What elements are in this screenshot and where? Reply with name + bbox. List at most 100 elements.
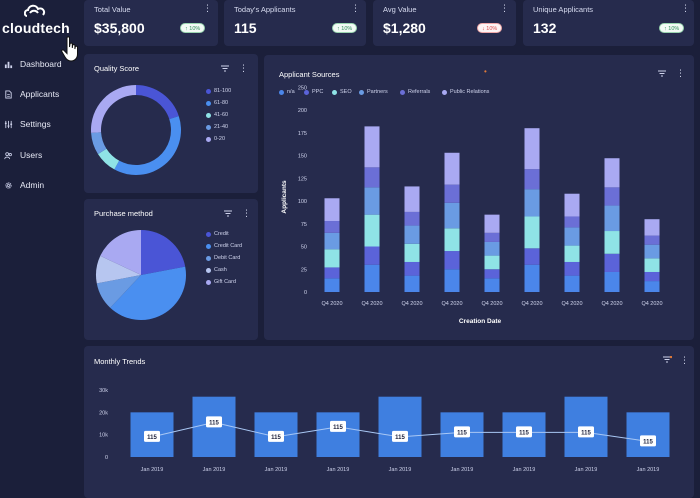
monthly-trends-bar-chart: 0 10k 20k 30k Jan 2019 Jan 2019 Jan 2019 Jan 20… (99, 388, 670, 473)
more-options-icon[interactable]: ⋮ (351, 3, 360, 13)
pie-slice (110, 266, 186, 320)
bar-segment (324, 232, 340, 250)
kpi-label: Avg Value (383, 5, 417, 14)
bar-segment (484, 214, 500, 233)
bar-segment (404, 186, 420, 212)
bar-segment (484, 255, 500, 270)
change-badge: ↑ 10% (180, 23, 206, 33)
kpi-card-todays-applicants: Today's Applicants 115 ↑ 10% ⋮ (224, 0, 366, 46)
x-tick-label: Q4 2020 (561, 301, 582, 307)
card-title: Quality Score (94, 64, 140, 73)
more-options-icon[interactable]: ⋮ (681, 3, 690, 13)
kpi-label: Total Value (94, 5, 131, 14)
legend-swatch (206, 100, 211, 106)
bar-segment (644, 235, 660, 245)
card-title: Applicant Sources (279, 70, 340, 79)
quality-score-card: Quality Score ⋮ 81-100 61-80 41-60 21-40… (84, 54, 258, 193)
x-tick-label: Q4 2020 (641, 301, 662, 307)
bar-segment (484, 278, 500, 292)
y-tick-label: 175 (298, 131, 307, 137)
legend-swatch (206, 279, 211, 285)
bar-segment (604, 187, 620, 206)
x-tick-label: Jan 2019 (327, 467, 350, 473)
bar-segment (564, 275, 580, 292)
more-options-icon[interactable]: ⋮ (203, 3, 212, 13)
sidebar-item-label: Users (20, 150, 43, 160)
bar-segment (484, 269, 500, 279)
sidebar-item-admin[interactable]: Admin (4, 177, 44, 193)
legend-label: 0-20 (214, 136, 226, 142)
bar-segment (524, 189, 540, 217)
bar-segment (324, 198, 340, 222)
filter-icon[interactable] (224, 210, 232, 217)
legend-label: PPC (312, 89, 324, 95)
x-tick-label: Jan 2019 (575, 467, 598, 473)
more-options-icon[interactable]: ⋮ (500, 3, 509, 13)
legend-label: 81-100 (214, 88, 232, 94)
y-axis-label: Applicants (281, 180, 288, 214)
bar-segment (404, 211, 420, 226)
sidebar-item-dashboard[interactable]: Dashboard (4, 56, 62, 72)
legend-label: Credit Card (214, 243, 243, 249)
sidebar: cloudtech Dashboard Applicants Settings … (0, 0, 82, 498)
legend-swatch (206, 136, 211, 142)
x-tick-label: Jan 2019 (389, 467, 412, 473)
y-tick-label: 0 (304, 290, 307, 296)
sidebar-item-applicants[interactable]: Applicants (4, 86, 59, 102)
bar-segment (524, 169, 540, 190)
kpi-label: Unique Applicants (533, 5, 594, 14)
more-options-icon[interactable]: ⋮ (680, 355, 689, 365)
kpi-label: Today's Applicants (234, 5, 296, 14)
more-options-icon[interactable]: ⋮ (242, 208, 251, 218)
bar-segment (404, 225, 420, 244)
brand-logo[interactable]: cloudtech (2, 4, 82, 36)
pie-slice (91, 132, 107, 155)
x-tick-label: Jan 2019 (637, 467, 660, 473)
kpi-value: $35,800 (94, 20, 145, 36)
bar-segment (404, 275, 420, 292)
y-tick-label: 125 (298, 176, 307, 182)
quality-score-donut-chart (91, 85, 181, 175)
y-tick-label: 25 (301, 267, 307, 273)
legend-item: Public Relations (442, 89, 489, 95)
legend-item: Credit Card (206, 243, 242, 249)
bar-segment (564, 261, 580, 276)
sidebar-item-label: Applicants (20, 89, 60, 99)
data-label: 115 (333, 425, 343, 431)
x-axis-label: Creation Date (459, 318, 502, 325)
y-tick-label: 100 (298, 199, 307, 205)
data-label: 115 (209, 420, 219, 426)
filter-icon[interactable] (221, 65, 229, 72)
filter-icon[interactable] (658, 70, 666, 77)
pie-slice (114, 116, 181, 175)
legend-label: 41-60 (214, 112, 229, 118)
legend-swatch (206, 231, 211, 237)
bar-segment (564, 216, 580, 228)
pie-slice (141, 230, 186, 275)
x-tick-label: Q4 2020 (401, 301, 422, 307)
filter-icon[interactable] (663, 356, 672, 364)
legend-item: 0-20 (206, 136, 225, 142)
status-dot-icon: • (484, 67, 487, 76)
x-tick-label: Jan 2019 (141, 467, 164, 473)
bar-segment (644, 219, 660, 236)
data-label-box (516, 426, 532, 438)
users-icon (4, 151, 12, 159)
sidebar-item-label: Dashboard (20, 59, 62, 69)
y-tick-label: 20k (99, 410, 108, 416)
data-label-box (578, 426, 594, 438)
bar-segment (564, 227, 580, 246)
legend-swatch (206, 243, 211, 249)
data-label: 115 (457, 430, 467, 436)
bar-segment (324, 249, 340, 268)
bar-segment (524, 264, 540, 292)
sidebar-item-users[interactable]: Users (4, 147, 42, 163)
y-tick-label: 200 (298, 108, 307, 114)
more-options-icon[interactable]: ⋮ (676, 68, 685, 78)
more-options-icon[interactable]: ⋮ (239, 63, 248, 73)
bar-segment (524, 128, 540, 170)
change-badge: ↑ 10% (332, 23, 358, 33)
legend-swatch (206, 112, 211, 118)
bar-segment (444, 269, 460, 292)
sidebar-item-settings[interactable]: Settings (4, 116, 51, 132)
